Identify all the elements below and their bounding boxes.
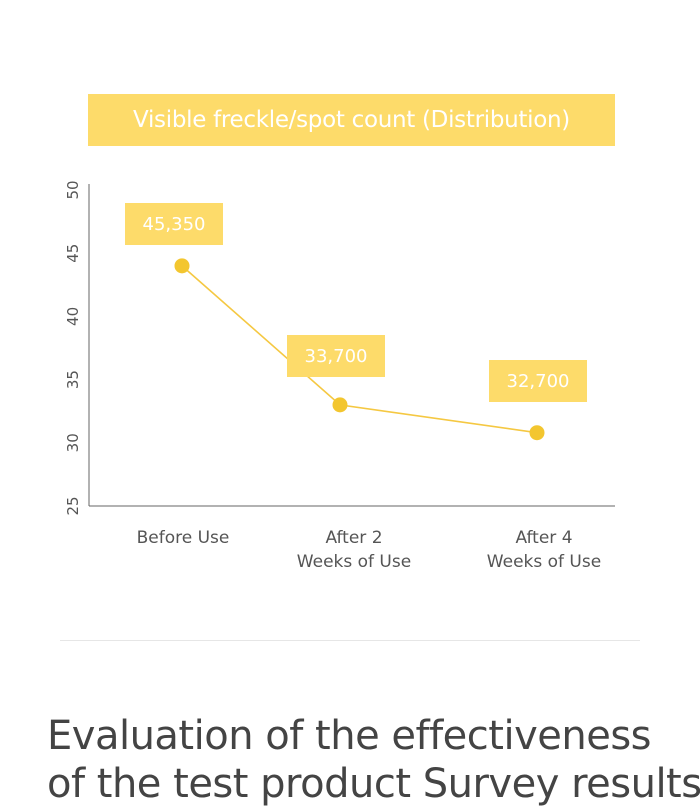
data-point	[332, 397, 348, 413]
category-label: After 2	[325, 528, 382, 548]
section-divider	[60, 640, 640, 641]
data-point	[174, 258, 190, 274]
chart-title: Visible freckle/spot count (Distribution…	[88, 94, 615, 146]
y-tick-labels: 25 30 35 40 45 50	[64, 180, 82, 515]
y-tick-label: 40	[64, 307, 82, 326]
data-label-text: 32,700	[507, 371, 570, 392]
data-label-text: 33,700	[305, 346, 368, 367]
data-label-box	[287, 335, 385, 377]
data-label: 32,700	[489, 360, 587, 402]
chart-axes	[88, 184, 615, 507]
category-labels: Before Use After 2 Weeks of Use After 4 Week…	[137, 528, 602, 572]
category-label: Weeks of Use	[487, 552, 601, 572]
data-label-text: 45,350	[143, 214, 206, 235]
section-heading-line-1: Evaluation of the effectiveness	[47, 713, 652, 759]
section-heading-line-2: of the test product Survey results	[47, 761, 700, 807]
data-points	[174, 258, 545, 441]
data-label-box	[125, 203, 223, 245]
y-tick-label: 35	[64, 370, 82, 389]
data-label-box	[489, 360, 587, 402]
data-label: 45,350	[125, 203, 223, 245]
data-label: 33,700	[287, 335, 385, 377]
y-tick-label: 50	[64, 180, 82, 199]
y-tick-label: 45	[64, 244, 82, 263]
data-point	[529, 425, 545, 441]
category-label: After 4	[515, 528, 572, 548]
data-labels: 45,350 33,700 32,700	[125, 203, 587, 402]
y-tick-label: 25	[64, 496, 82, 515]
category-label: Weeks of Use	[297, 552, 411, 572]
line-chart: 25 30 35 40 45 50 45,350 33,700 32,700 Before U…	[64, 180, 615, 572]
y-tick-label: 30	[64, 433, 82, 452]
category-label: Before Use	[137, 528, 230, 548]
